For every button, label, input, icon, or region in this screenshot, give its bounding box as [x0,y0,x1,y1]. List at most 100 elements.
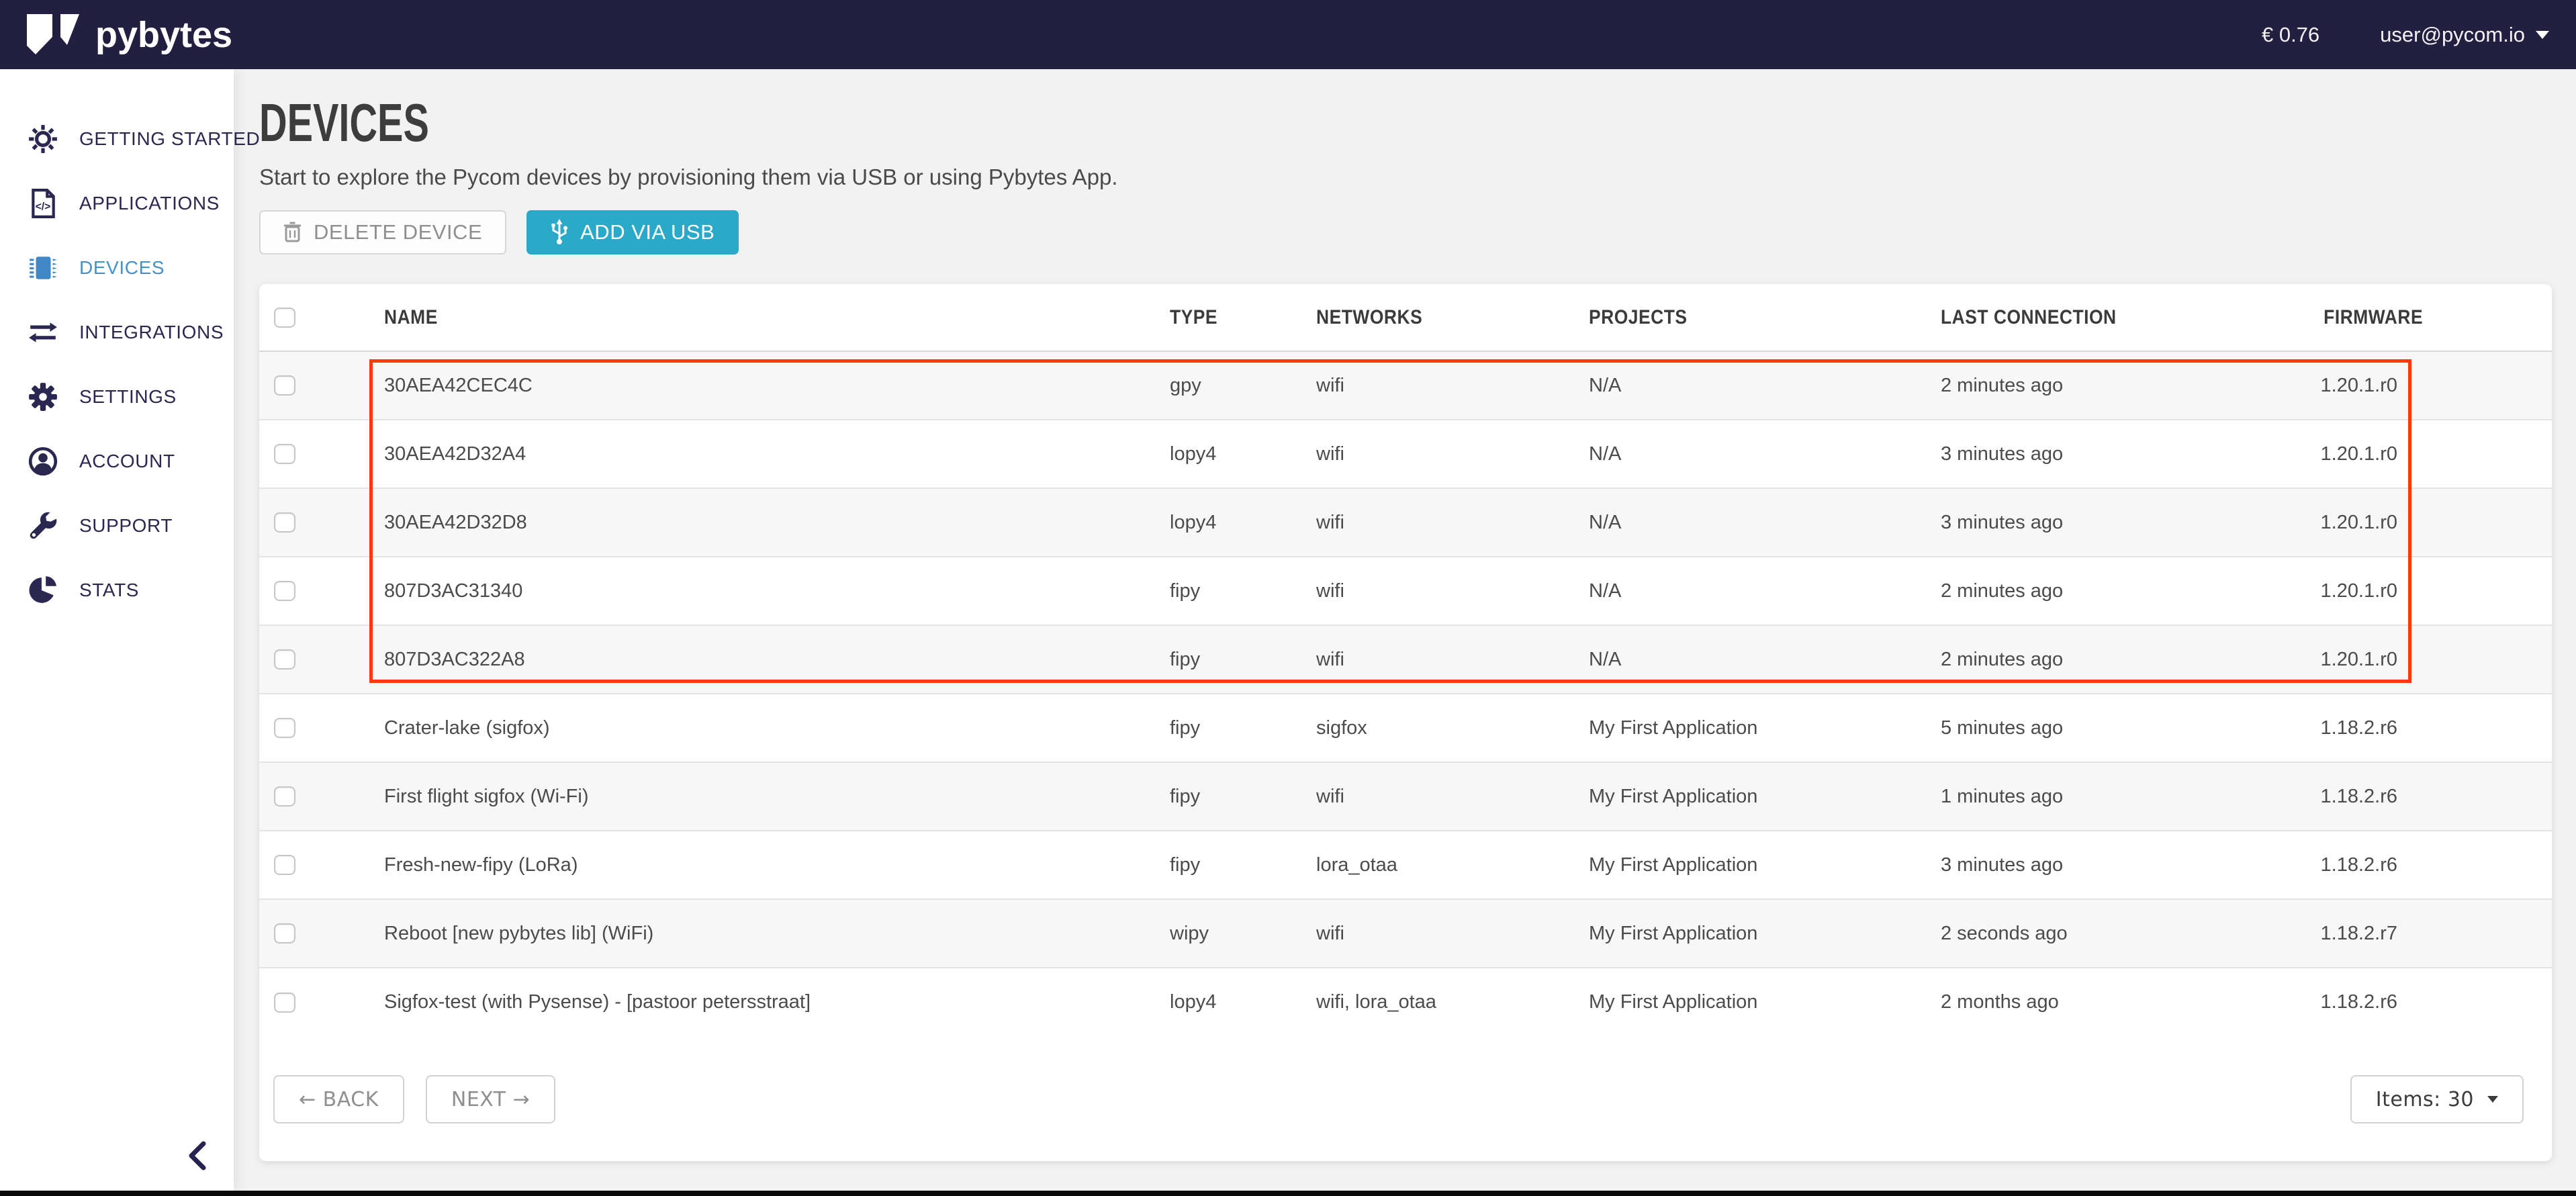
screen-bottom-edge [0,1191,2576,1196]
table-row[interactable]: Fresh-new-fipy (LoRa) fipy lora_otaa My … [259,831,2552,899]
topbar: pybytes € 0.76 user@pycom.io [0,0,2576,69]
sidebar-item-settings[interactable]: SETTINGS [0,365,234,429]
sidebar-item-devices[interactable]: DEVICES [0,236,234,300]
row-checkbox[interactable] [274,375,295,396]
sidebar-item-getting-started[interactable]: GETTING STARTED [0,107,260,171]
device-networks-cell: wifi, lora_otaa [1316,991,1436,1013]
table-row[interactable]: 807D3AC322A8 fipy wifi N/A 2 minutes ago… [259,625,2552,694]
pagination: ← BACK NEXT → Items: 30 [259,1036,2552,1161]
device-networks-cell: wifi [1316,511,1344,533]
sidebar-item-label: APPLICATIONS [79,193,220,214]
row-checkbox[interactable] [274,923,295,944]
delete-device-button[interactable]: DELETE DEVICE [259,210,507,255]
device-networks-cell: wifi [1316,580,1344,602]
exchange-arrows-icon [27,316,59,349]
device-type-cell: fipy [1170,648,1201,670]
device-networks-cell: wifi [1316,785,1344,807]
table-row[interactable]: 807D3AC31340 fipy wifi N/A 2 minutes ago… [259,557,2552,625]
back-button[interactable]: ← BACK [273,1075,404,1123]
device-type-cell: lopy4 [1170,511,1217,533]
table-row[interactable]: Crater-lake (sigfox) fipy sigfox My Firs… [259,694,2552,762]
sidebar: GETTING STARTED </> APPLICATIONS [0,69,260,1191]
next-button[interactable]: NEXT → [425,1075,556,1123]
device-networks-cell: wifi [1316,374,1344,396]
user-icon [27,445,59,477]
device-projects-cell: N/A [1589,443,1622,465]
device-type-cell: gpy [1170,374,1201,396]
device-projects-cell: My First Application [1589,854,1758,876]
device-projects-cell: My First Application [1589,785,1758,807]
sidebar-item-label: ACCOUNT [79,451,175,471]
device-projects-cell: N/A [1589,580,1622,602]
page-title: DEVICES [259,93,429,152]
gear-icon [27,381,59,413]
sidebar-item-integrations[interactable]: INTEGRATIONS [0,300,234,365]
column-header-networks[interactable]: NETWORKS [1316,284,1589,352]
device-name-cell: Reboot [new pybytes lib] (WiFi) [384,922,654,944]
user-email: user@pycom.io [2380,22,2525,46]
device-projects-cell: My First Application [1589,991,1758,1013]
sidebar-item-applications[interactable]: </> APPLICATIONS [0,171,234,236]
device-networks-cell: sigfox [1316,717,1367,739]
devices-table: NAME TYPE NETWORKS PROJECTS LAST CONNECT… [259,284,2552,1036]
sidebar-item-account[interactable]: ACCOUNT [0,429,234,494]
row-checkbox[interactable] [274,444,295,464]
row-checkbox[interactable] [274,786,295,807]
sidebar-item-support[interactable]: SUPPORT [0,494,234,558]
table-row[interactable]: Sigfox-test (with Pysense) - [pastoor pe… [259,968,2552,1036]
column-header-firmware[interactable]: FIRMWARE [2310,284,2552,352]
device-type-cell: fipy [1170,785,1201,807]
select-all-checkbox[interactable] [274,307,295,328]
device-name-cell: Fresh-new-fipy (LoRa) [384,854,578,876]
add-via-usb-button[interactable]: ADD VIA USB [526,210,739,255]
device-networks-cell: lora_otaa [1316,854,1397,876]
table-row[interactable]: First flight sigfox (Wi-Fi) fipy wifi My… [259,762,2552,831]
column-header-type[interactable]: TYPE [1170,284,1316,352]
account-balance[interactable]: € 0.76 [2261,22,2320,46]
device-firmware-cell: 1.18.2.r6 [2320,854,2397,876]
sidebar-item-stats[interactable]: STATS [0,558,234,623]
device-name-cell: 807D3AC31340 [384,580,523,602]
chevron-left-icon [189,1141,206,1170]
pycom-logo-icon [27,13,79,54]
column-header-projects[interactable]: PROJECTS [1589,284,1941,352]
device-last-connection-cell: 2 minutes ago [1941,374,2064,396]
sidebar-item-label: STATS [79,580,140,600]
device-last-connection-cell: 2 minutes ago [1941,648,2064,670]
row-checkbox[interactable] [274,992,295,1013]
items-per-page-dropdown[interactable]: Items: 30 [2350,1075,2524,1123]
sidebar-item-label: SETTINGS [79,386,177,407]
row-checkbox[interactable] [274,649,295,670]
device-networks-cell: wifi [1316,443,1344,465]
chip-icon [27,252,59,284]
table-row[interactable]: 30AEA42D32D8 lopy4 wifi N/A 3 minutes ag… [259,488,2552,557]
devices-table-card: NAME TYPE NETWORKS PROJECTS LAST CONNECT… [259,284,2552,1161]
sun-icon [27,123,59,155]
device-type-cell: wipy [1170,922,1209,944]
pybytes-logo[interactable]: pybytes [27,13,232,56]
user-menu[interactable]: user@pycom.io [2380,23,2549,47]
row-checkbox[interactable] [274,855,295,875]
table-row[interactable]: 30AEA42D32A4 lopy4 wifi N/A 3 minutes ag… [259,420,2552,488]
row-checkbox[interactable] [274,581,295,601]
device-firmware-cell: 1.20.1.r0 [2320,648,2397,670]
sidebar-collapse-button[interactable] [183,1138,212,1173]
row-checkbox[interactable] [274,512,295,533]
column-header-last-connection[interactable]: LAST CONNECTION [1941,284,2310,352]
table-row[interactable]: 30AEA42CEC4C gpy wifi N/A 2 minutes ago … [259,351,2552,420]
device-type-cell: fipy [1170,717,1201,739]
device-name-cell: 807D3AC322A8 [384,648,525,670]
wrench-icon [27,510,59,542]
device-type-cell: fipy [1170,854,1201,876]
delete-device-label: DELETE DEVICE [314,220,483,244]
sidebar-item-label: INTEGRATIONS [79,322,224,342]
table-header-row: NAME TYPE NETWORKS PROJECTS LAST CONNECT… [259,284,2552,352]
device-last-connection-cell: 3 minutes ago [1941,854,2064,876]
usb-icon [551,219,568,244]
device-last-connection-cell: 2 seconds ago [1941,922,2068,944]
device-projects-cell: N/A [1589,648,1622,670]
row-checkbox[interactable] [274,718,295,738]
device-firmware-cell: 1.20.1.r0 [2320,443,2397,465]
column-header-name[interactable]: NAME [384,284,1170,352]
table-row[interactable]: Reboot [new pybytes lib] (WiFi) wipy wif… [259,899,2552,968]
